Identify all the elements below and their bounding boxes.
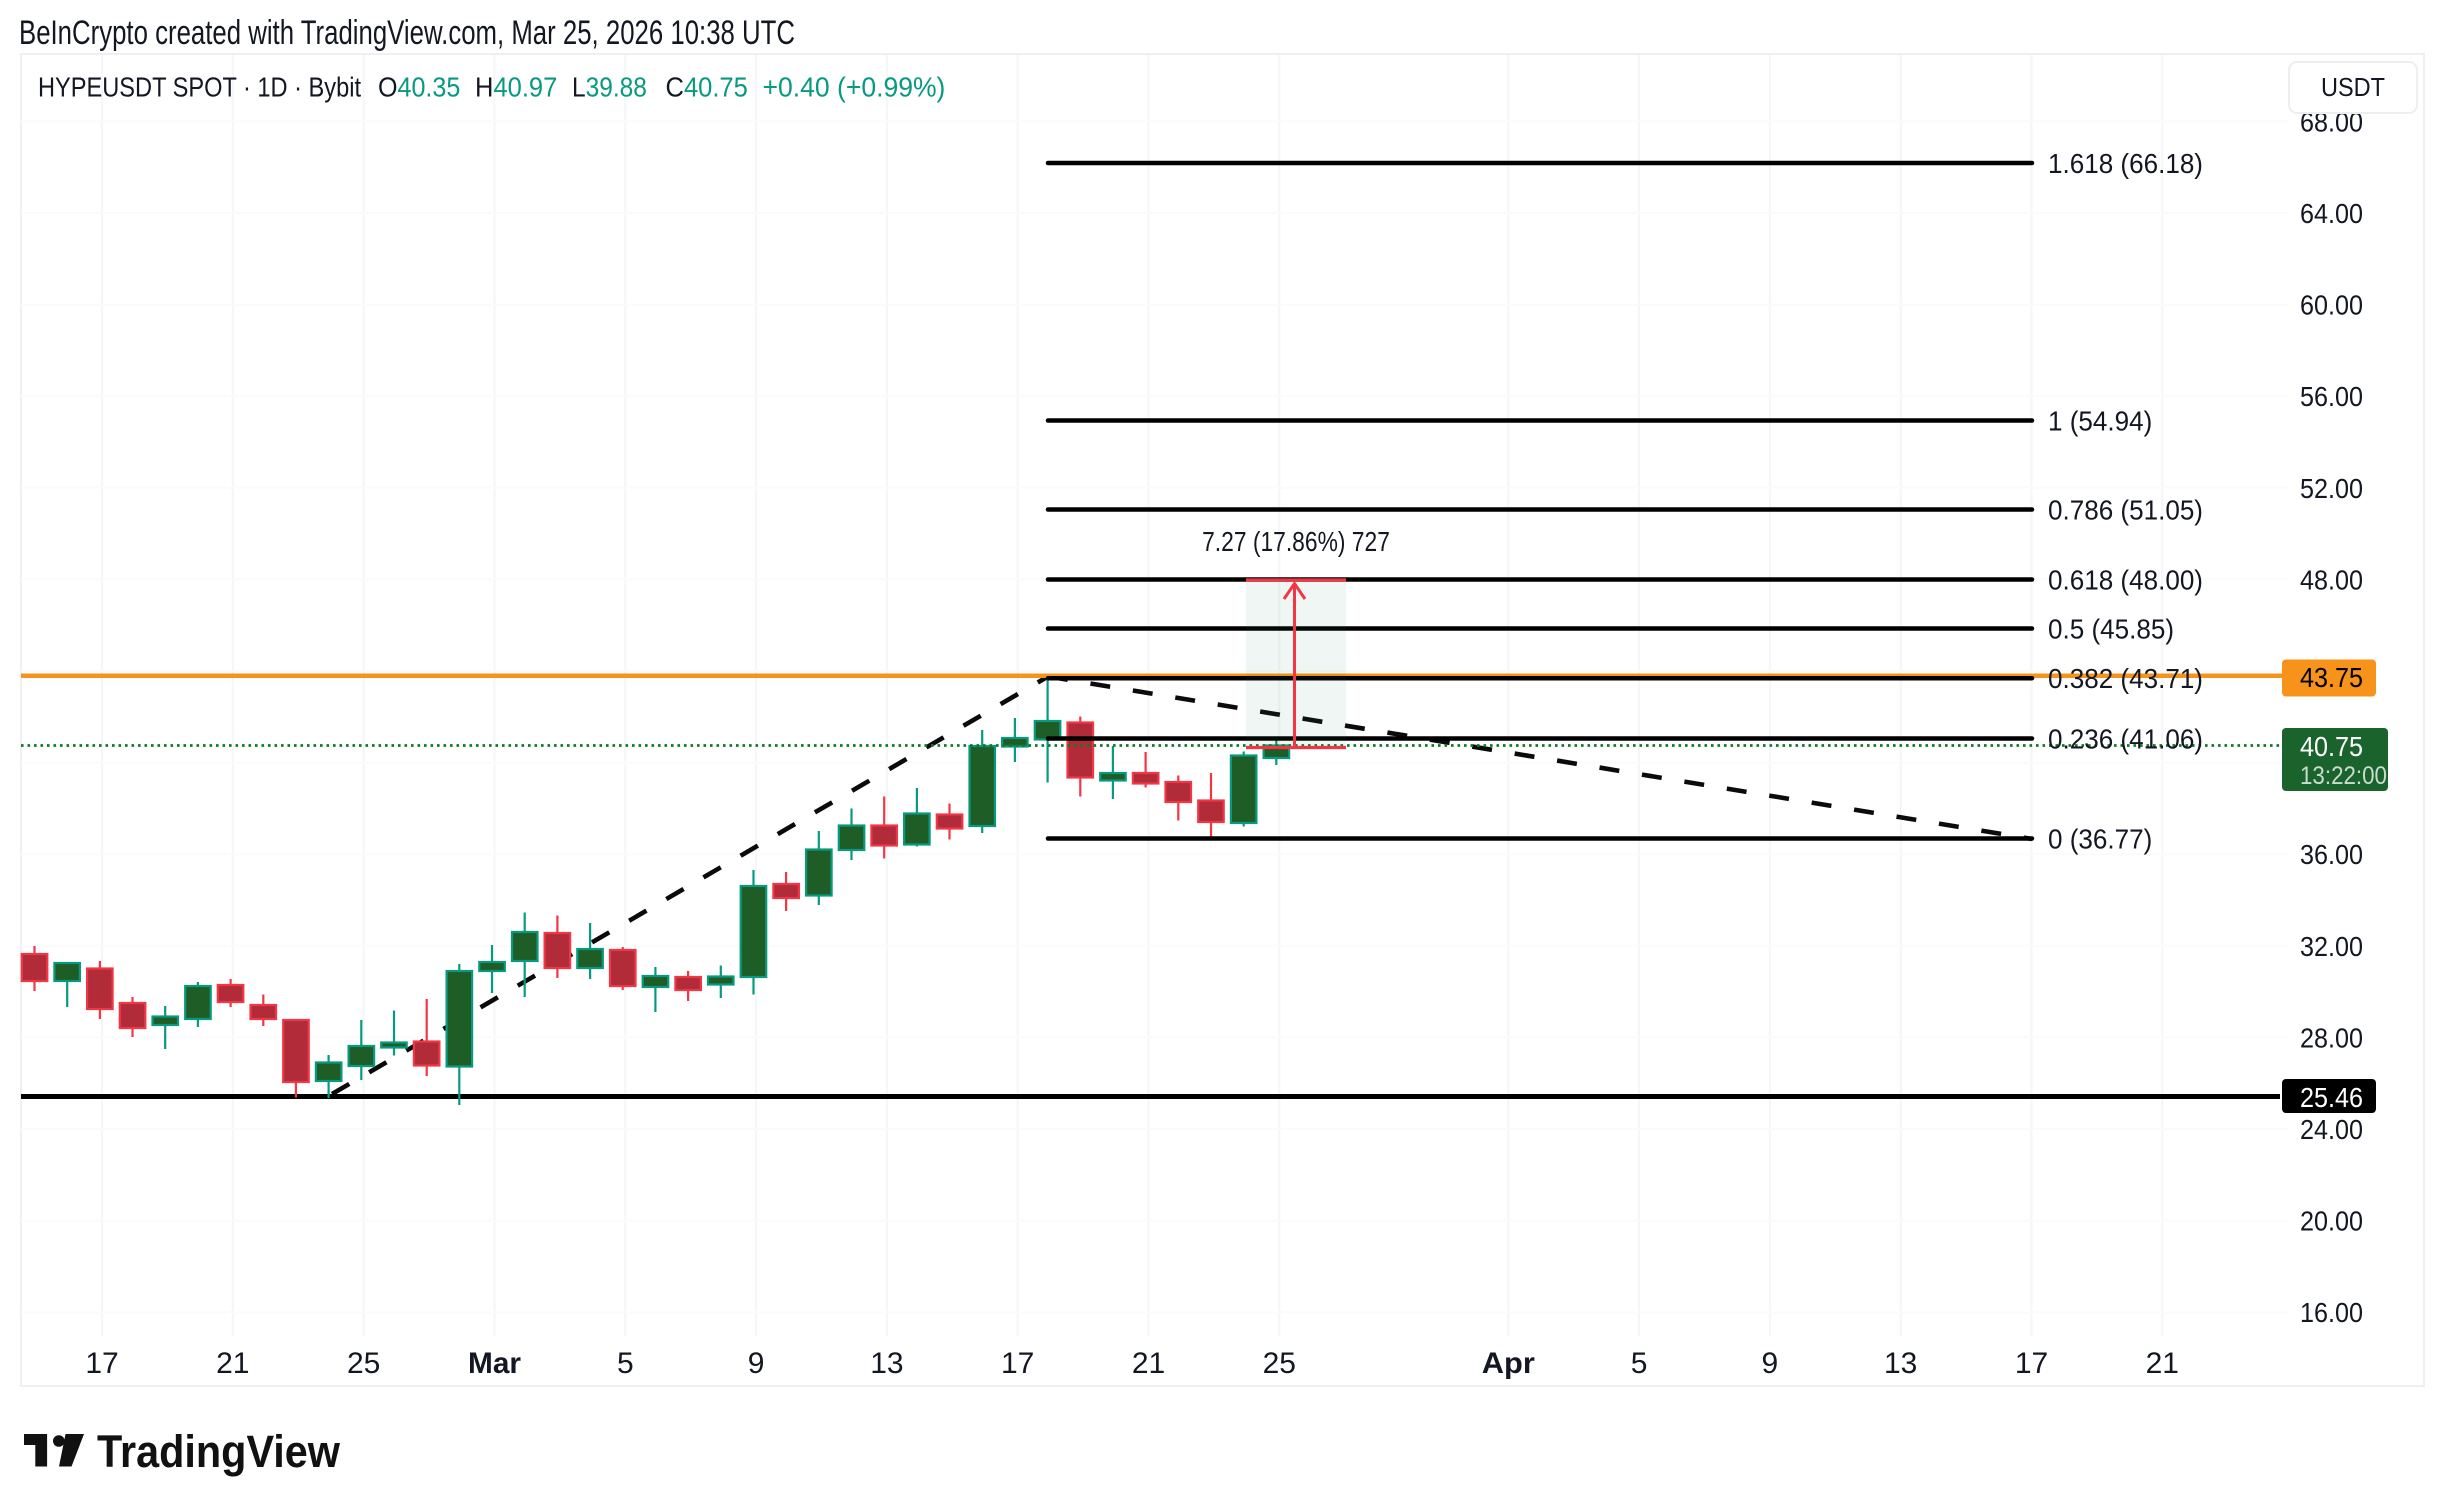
svg-text:1.618 (66.18): 1.618 (66.18) [2048,148,2203,179]
svg-text:16.00: 16.00 [2300,1297,2363,1328]
svg-text:20.00: 20.00 [2300,1206,2363,1237]
svg-text:17: 17 [2015,1347,2048,1380]
svg-text:0.382 (43.71): 0.382 (43.71) [2048,663,2203,694]
svg-text:25: 25 [347,1347,380,1380]
svg-text:L39.88: L39.88 [572,72,647,103]
svg-text:24.00: 24.00 [2300,1114,2363,1145]
svg-text:56.00: 56.00 [2300,381,2363,412]
svg-text:Mar: Mar [468,1347,521,1380]
svg-text:21: 21 [2146,1347,2179,1380]
svg-text:5: 5 [617,1347,634,1380]
svg-text:9: 9 [1762,1347,1779,1380]
svg-text:21: 21 [216,1347,249,1380]
svg-text:0.618 (48.00): 0.618 (48.00) [2048,565,2203,596]
svg-text:17: 17 [1001,1347,1034,1380]
svg-text:25.46: 25.46 [2300,1082,2363,1113]
svg-text:7.27 (17.86%) 727: 7.27 (17.86%) 727 [1202,526,1390,557]
svg-text:60.00: 60.00 [2300,290,2363,321]
svg-text:0.236 (41.06): 0.236 (41.06) [2048,724,2203,755]
svg-text:21: 21 [1132,1347,1165,1380]
svg-text:64.00: 64.00 [2300,198,2363,229]
svg-text:0.786 (51.05): 0.786 (51.05) [2048,495,2203,526]
svg-text:13:22:00: 13:22:00 [2300,762,2387,790]
svg-text:1 (54.94): 1 (54.94) [2048,406,2152,437]
svg-text:9: 9 [748,1347,765,1380]
svg-text:USDT: USDT [2321,72,2385,102]
svg-text:17: 17 [85,1347,118,1380]
svg-text:36.00: 36.00 [2300,839,2363,870]
svg-text:13: 13 [1884,1347,1917,1380]
svg-text:BeInCrypto created with Tradin: BeInCrypto created with TradingView.com,… [19,14,795,52]
svg-text:H40.97: H40.97 [475,72,557,103]
svg-text:43.75: 43.75 [2300,662,2363,693]
svg-text:48.00: 48.00 [2300,564,2363,595]
svg-text:13: 13 [870,1347,903,1380]
svg-text:O40.35: O40.35 [378,72,460,103]
svg-text:+0.40 (+0.99%): +0.40 (+0.99%) [763,72,946,103]
svg-text:28.00: 28.00 [2300,1022,2363,1053]
svg-text:TradingView: TradingView [97,1426,341,1477]
svg-text:32.00: 32.00 [2300,931,2363,962]
svg-text:25: 25 [1263,1347,1296,1380]
svg-text:HYPEUSDT SPOT · 1D · Bybit: HYPEUSDT SPOT · 1D · Bybit [38,72,361,103]
svg-text:C40.75: C40.75 [666,72,748,103]
svg-text:40.75: 40.75 [2300,731,2363,762]
svg-text:5: 5 [1631,1347,1648,1380]
svg-text:52.00: 52.00 [2300,473,2363,504]
svg-text:Apr: Apr [1482,1347,1535,1380]
svg-text:0.5 (45.85): 0.5 (45.85) [2048,614,2174,645]
svg-text:0 (36.77): 0 (36.77) [2048,824,2152,855]
